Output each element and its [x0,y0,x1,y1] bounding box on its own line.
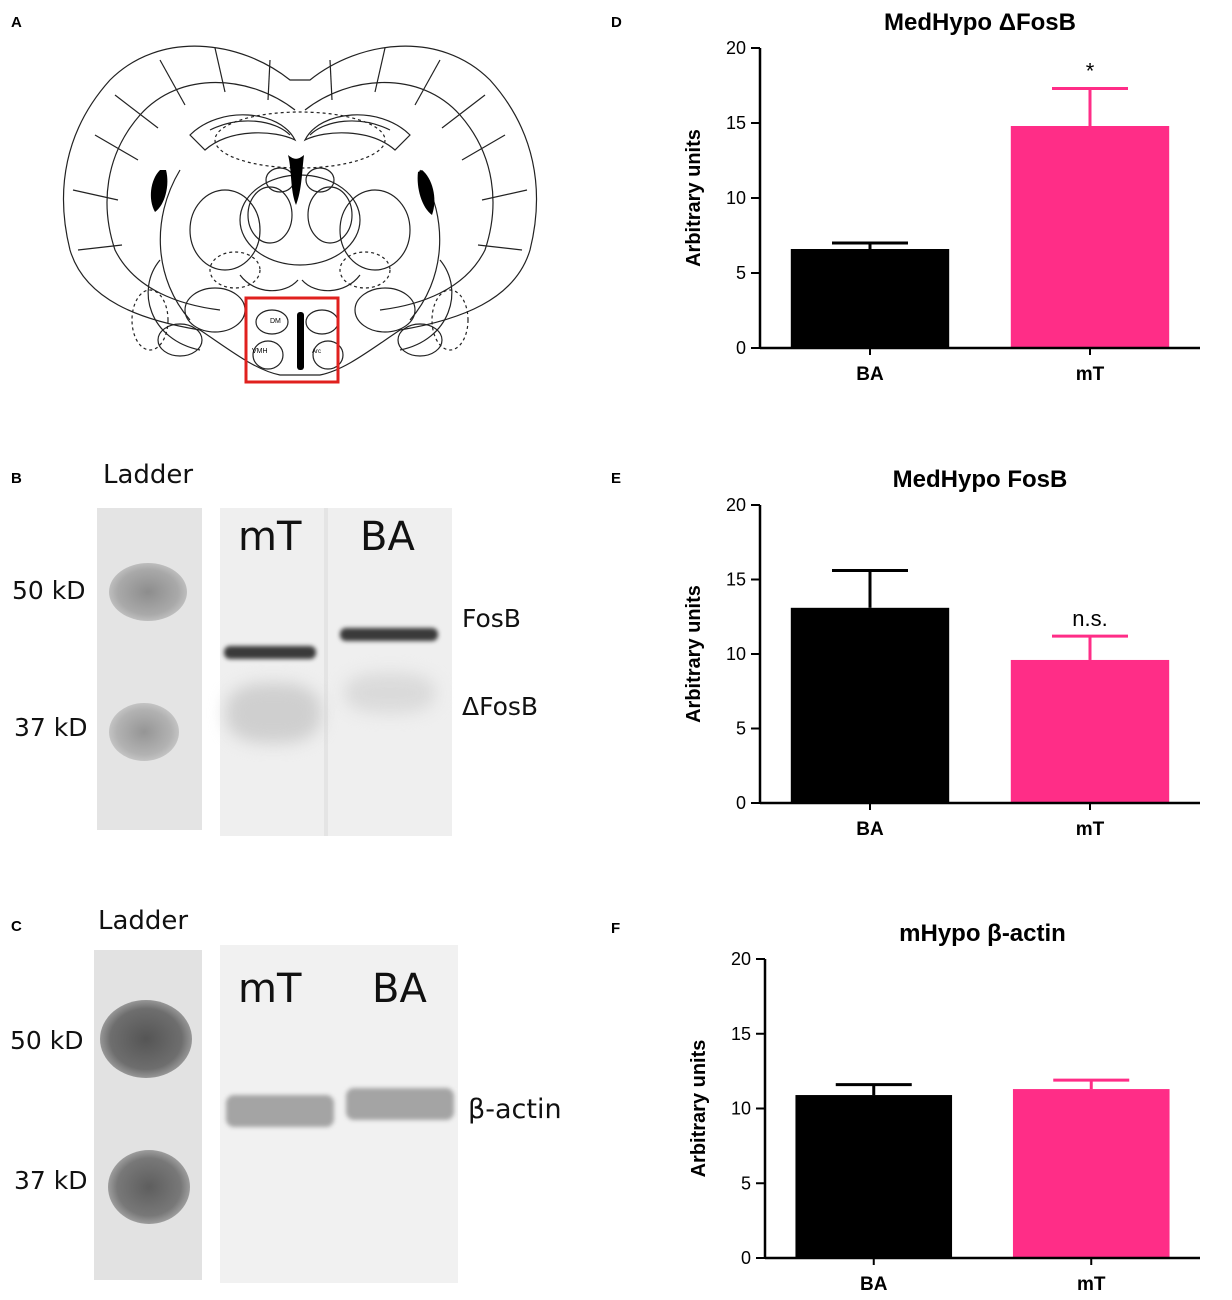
y-tick-label: 5 [741,1173,751,1193]
blot-membrane-b [220,508,452,836]
panel-letter-c: C [11,918,22,935]
ladder-band-50kd-b [109,563,187,621]
y-tick-label: 20 [726,38,746,58]
lane-label-mt-c: mT [238,966,302,1012]
y-tick-label: 0 [741,1248,751,1268]
ladder-label-c: Ladder [98,906,189,936]
y-tick-label: 0 [736,793,746,813]
bar-ba [790,607,950,803]
ladder-band-37kd-c [108,1150,190,1224]
bar-mt [1010,659,1170,803]
lane-label-ba-b: BA [360,514,415,560]
y-tick-label: 20 [731,949,751,969]
lane-divider-b [324,508,328,836]
brain-section-diagram: DM VMH Arc [62,45,538,384]
chart-d: MedHypo ΔFosB Arbitrary units BA mT * 0 5 10 15 2… [683,9,1200,385]
lane-label-mt-b: mT [238,514,302,560]
x-tick-label-mt: mT [1076,819,1105,840]
chart-f: mHypo β-actin Arbitrary units BA mT 0 5 10 15 20 [688,920,1200,1295]
ladder-label-b: Ladder [103,460,194,490]
significance-annotation: * [1086,59,1095,84]
fosb-band-mt [224,646,316,659]
chart-title: mHypo β-actin [899,920,1066,947]
x-tick-label-mt: mT [1077,1274,1106,1295]
ladder-band-37kd-b [109,703,179,761]
deltafosb-smear-ba [345,673,435,713]
y-tick-label: 0 [736,338,746,358]
y-tick-label: 10 [726,644,746,664]
significance-annotation: n.s. [1072,606,1107,631]
hypothalamus-highlight-box [244,296,340,384]
marker-50kd-c: 50 kD [10,1026,84,1055]
y-tick-label: 15 [726,113,746,133]
panel-letter-d: D [611,14,622,31]
marker-37kd-b: 37 kD [14,713,88,742]
marker-50kd-b: 50 kD [12,576,86,605]
chart-title: MedHypo FosB [893,466,1068,493]
actin-band-mt [226,1095,334,1127]
panel-letter-b: B [11,470,22,487]
bar-mt [1010,126,1170,348]
ladder-strip-b [97,508,202,830]
blot-membrane-c [220,945,458,1283]
x-tick-label-ba: BA [860,1274,888,1295]
band-label-fosb: FosB [462,604,521,633]
x-tick-label-ba: BA [856,819,884,840]
ladder-band-50kd-c [100,1000,192,1078]
chart-title: MedHypo ΔFosB [884,9,1076,36]
actin-band-ba [346,1088,454,1120]
atlas-label-dm: DM [270,318,281,325]
y-tick-label: 5 [736,719,746,739]
band-label-deltafosb: ΔFosB [462,692,539,721]
x-tick-label-ba: BA [856,364,884,385]
fosb-band-ba [340,628,438,641]
y-tick-label: 20 [726,495,746,515]
y-axis-label: Arbitrary units [683,585,705,723]
bar-ba [790,249,950,348]
atlas-label-vmh: VMH [252,348,268,355]
y-tick-label: 10 [726,188,746,208]
ladder-strip-c [94,950,202,1280]
marker-37kd-c: 37 kD [14,1166,88,1195]
band-label-beta-actin: β-actin [468,1094,562,1125]
y-tick-label: 15 [726,570,746,590]
y-axis-label: Arbitrary units [688,1040,710,1178]
panel-letter-f: F [611,920,621,937]
chart-e: MedHypo FosB Arbitrary units BA mT n.s. 0 5 10 1… [683,466,1200,840]
y-tick-label: 10 [731,1099,751,1119]
bar-ba [795,1095,953,1258]
atlas-label-arc: Arc [312,349,321,355]
x-tick-label-mt: mT [1076,364,1105,385]
y-axis-label: Arbitrary units [683,129,705,267]
lane-label-ba-c: BA [372,966,427,1012]
panel-letter-e: E [611,470,622,487]
bar-mt [1012,1089,1170,1258]
y-tick-label: 15 [731,1024,751,1044]
deltafosb-smear-mt [226,683,321,743]
panel-letter-a: A [11,14,22,31]
y-tick-label: 5 [736,263,746,283]
